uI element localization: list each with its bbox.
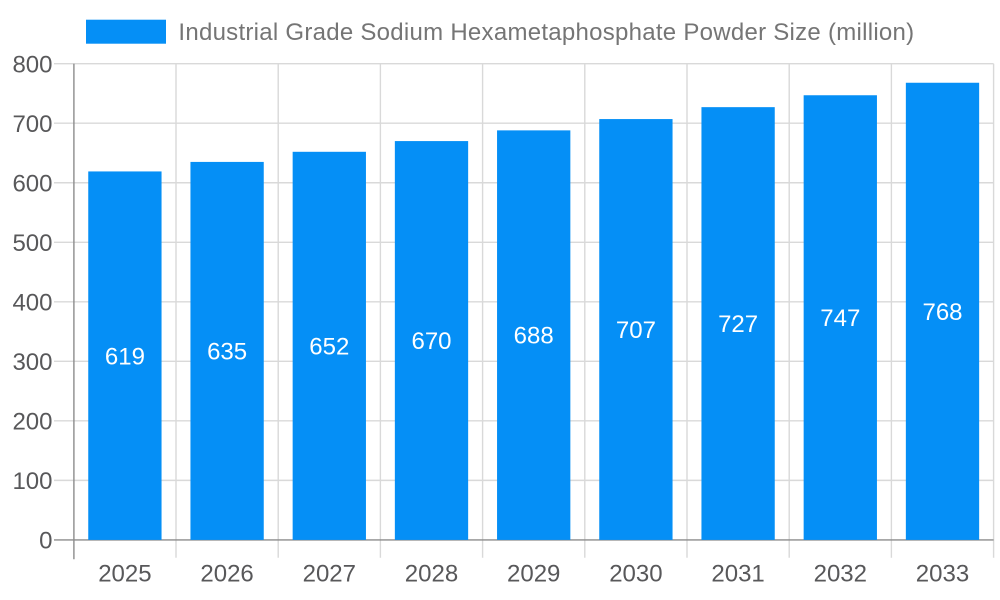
svg-text:2027: 2027 [303,561,356,588]
svg-text:500: 500 [12,230,52,257]
svg-text:600: 600 [12,170,52,197]
svg-text:727: 727 [718,311,758,338]
svg-text:2031: 2031 [711,561,764,588]
svg-text:2033: 2033 [916,561,969,588]
svg-text:670: 670 [411,328,451,355]
svg-text:635: 635 [207,339,247,366]
svg-text:800: 800 [12,51,52,78]
svg-text:768: 768 [922,299,962,326]
svg-text:2029: 2029 [507,561,560,588]
svg-text:2026: 2026 [200,561,253,588]
svg-text:700: 700 [12,111,52,138]
svg-text:100: 100 [12,468,52,495]
svg-text:2032: 2032 [814,561,867,588]
svg-text:688: 688 [514,323,554,350]
svg-text:2025: 2025 [98,561,151,588]
svg-text:747: 747 [820,305,860,332]
svg-text:707: 707 [616,317,656,344]
svg-text:Industrial Grade Sodium Hexame: Industrial Grade Sodium Hexametaphosphat… [178,19,914,46]
svg-text:400: 400 [12,289,52,316]
svg-text:0: 0 [39,528,52,555]
svg-text:300: 300 [12,349,52,376]
svg-text:2028: 2028 [405,561,458,588]
svg-text:619: 619 [105,343,145,370]
svg-text:200: 200 [12,408,52,435]
svg-text:2030: 2030 [609,561,662,588]
svg-text:652: 652 [309,333,349,360]
